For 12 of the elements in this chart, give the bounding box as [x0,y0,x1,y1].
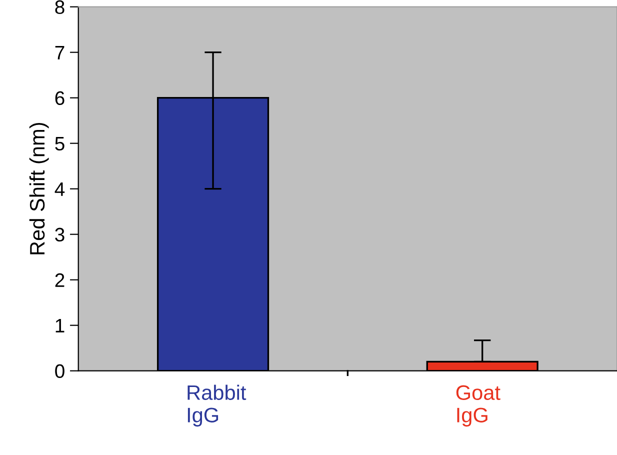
y-tick-label: 3 [55,228,64,242]
x-tick-label: Goat IgG [456,385,500,427]
y-tick-label: 5 [55,136,64,151]
y-tick-label: 1 [56,318,64,332]
x-tick-label: Rabbit IgG [188,384,246,427]
y-tick-label: 7 [55,46,64,60]
y-tick-label: 4 [54,182,65,196]
y-tick-label: 0 [55,364,64,378]
y-tick-label: 8 [55,0,64,14]
y-tick-label: 2 [55,273,64,287]
y-tick-label: 6 [55,91,64,106]
y-axis-title: Red Shift (nm) [29,122,49,254]
